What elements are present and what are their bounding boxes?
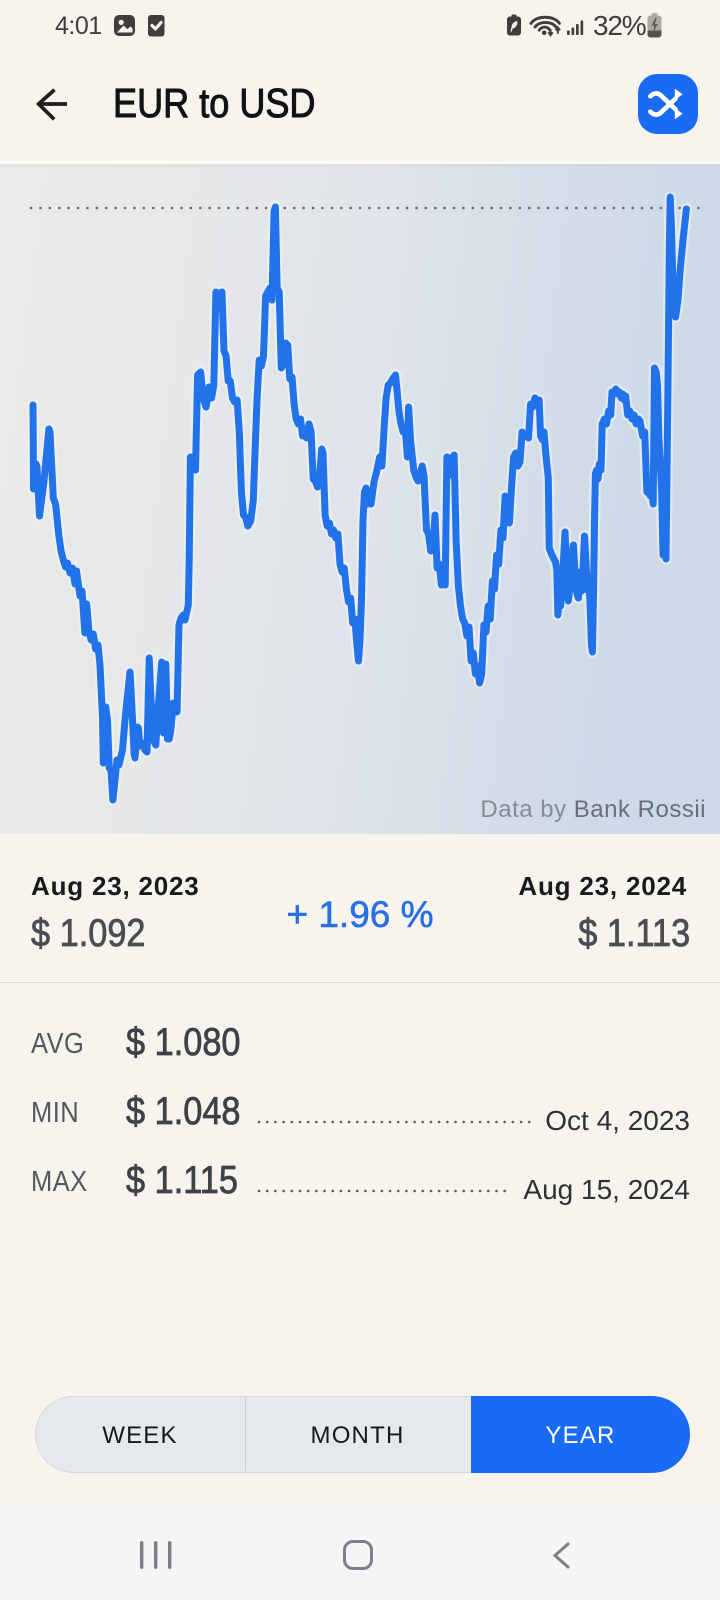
svg-text:Data by Bank Rossii: Data by Bank Rossii (480, 796, 706, 823)
